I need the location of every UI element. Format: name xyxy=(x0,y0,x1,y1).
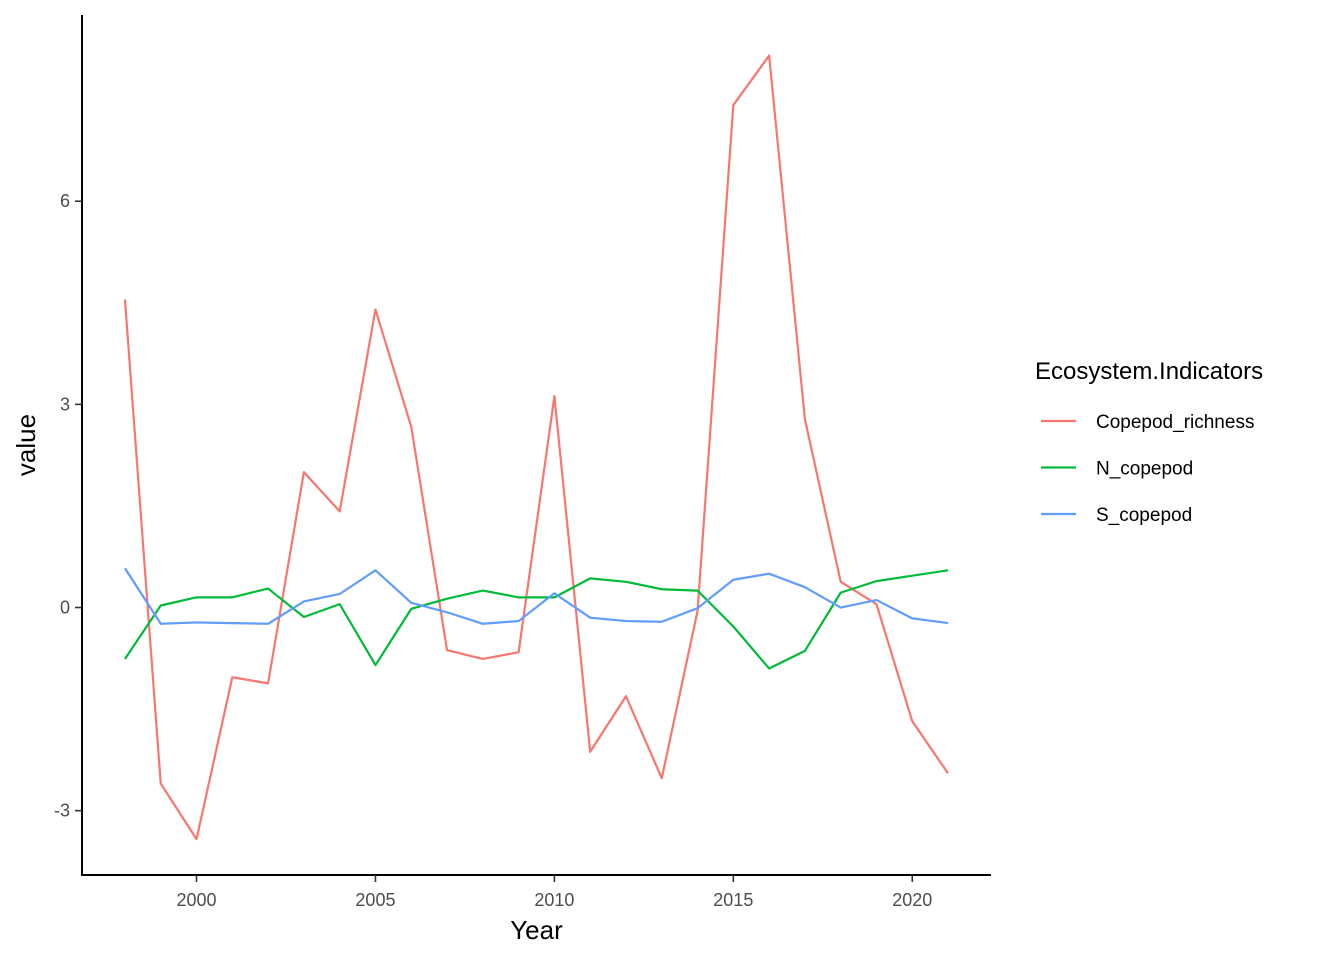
legend-title: Ecosystem.Indicators xyxy=(1035,358,1263,385)
x-tick-label: 2020 xyxy=(892,890,932,910)
x-tick-label: 2005 xyxy=(355,890,395,910)
legend-label: N_copepod xyxy=(1096,459,1193,480)
series-line-n-copepod xyxy=(124,569,949,670)
y-tick-label: 3 xyxy=(60,394,70,414)
legend-label: Copepod_richness xyxy=(1096,412,1254,433)
x-tick-label: 2000 xyxy=(176,890,216,910)
x-tick-label: 2015 xyxy=(713,890,753,910)
x-axis-title: Year xyxy=(510,915,563,945)
x-tick-label: 2010 xyxy=(534,890,574,910)
series-line-copepod-richness xyxy=(123,54,949,841)
y-tick-label: -3 xyxy=(54,801,70,821)
y-tick-label: 6 xyxy=(60,191,70,211)
series-line-s-copepod xyxy=(124,567,949,625)
y-tick-label: 0 xyxy=(60,598,70,618)
legend-label: S_copepod xyxy=(1096,505,1192,526)
y-axis-title: value xyxy=(11,414,41,476)
